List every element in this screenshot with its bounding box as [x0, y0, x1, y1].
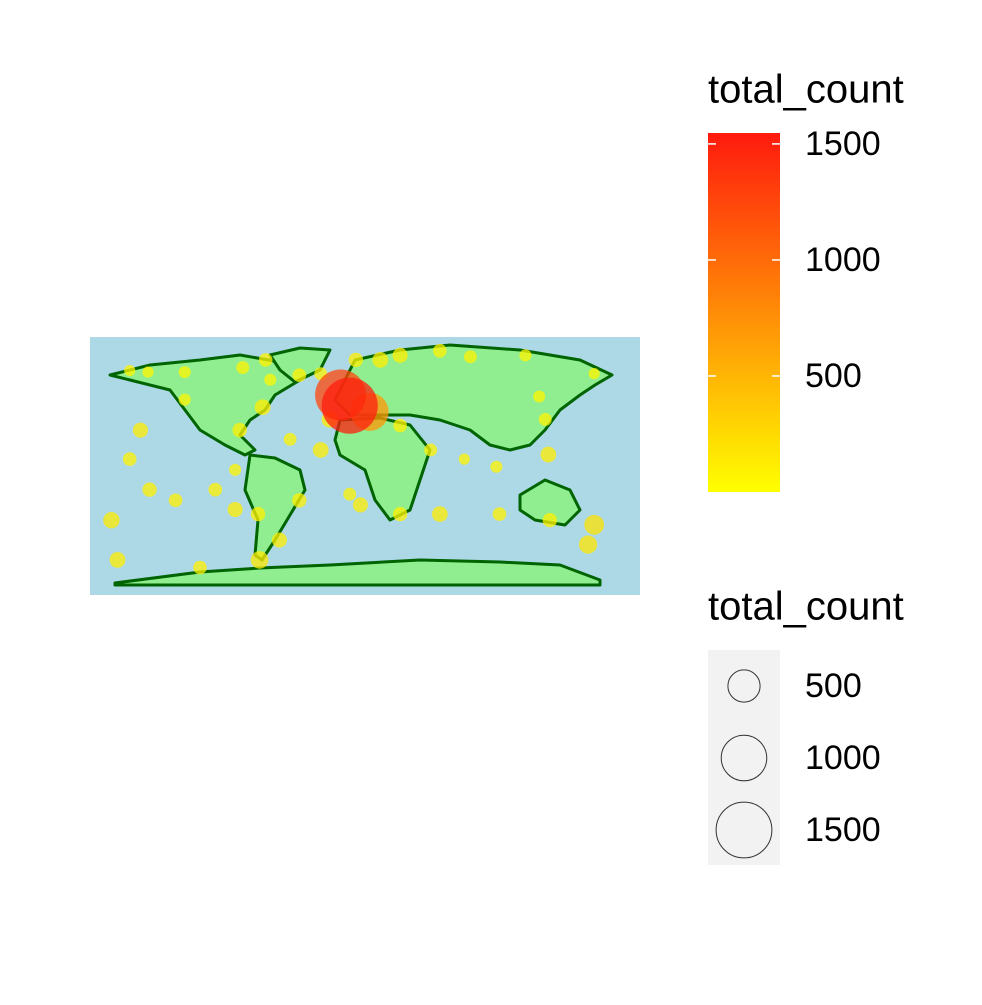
point: [103, 511, 120, 529]
point: [538, 412, 552, 426]
point: [208, 482, 223, 497]
point: [433, 343, 447, 358]
point: [142, 366, 154, 378]
point: [229, 463, 242, 476]
point: [178, 366, 191, 379]
point: [142, 482, 157, 497]
point: [250, 551, 269, 569]
point: [458, 453, 470, 465]
point: [132, 422, 148, 438]
point: [264, 373, 277, 386]
point: [254, 399, 271, 416]
points: [103, 343, 605, 575]
point: [392, 506, 408, 522]
point: [168, 493, 183, 508]
size-key: [715, 801, 773, 859]
point: [236, 361, 250, 374]
size-legend-title: total_count: [708, 585, 904, 629]
point: [250, 506, 266, 522]
size-key: [720, 734, 768, 782]
point: [232, 422, 247, 438]
point: [540, 446, 557, 463]
size-label: 1000: [805, 739, 881, 777]
point: [372, 352, 389, 368]
point: [352, 497, 368, 513]
map: [90, 337, 640, 595]
colorbar: [708, 133, 780, 492]
point: [283, 432, 297, 446]
point: [271, 532, 287, 548]
point: [392, 347, 408, 363]
point: [193, 560, 207, 575]
size-key: [727, 669, 761, 703]
point: [312, 442, 329, 458]
point: [584, 514, 605, 535]
point: [348, 352, 364, 368]
point: [292, 493, 307, 508]
point: [292, 368, 307, 382]
point: [122, 452, 137, 466]
point: [124, 365, 136, 377]
size-label: 1500: [805, 811, 881, 849]
point: [424, 443, 438, 457]
point: [588, 368, 600, 380]
point: [463, 350, 477, 364]
australia: [518, 478, 582, 527]
point: [178, 393, 191, 406]
point: [393, 418, 407, 433]
point: [431, 506, 448, 522]
point: [533, 390, 546, 403]
point: [343, 487, 357, 501]
size-label: 500: [805, 667, 862, 705]
colorbar-label: 500: [805, 357, 862, 395]
point: [321, 377, 378, 434]
colorbar-label: 1000: [805, 241, 881, 279]
point: [542, 512, 558, 528]
point: [519, 349, 532, 362]
color-legend-title: total_count: [708, 68, 904, 112]
point: [492, 507, 507, 521]
point: [258, 353, 273, 367]
antarctica: [113, 558, 602, 587]
point: [109, 552, 126, 568]
colorbar-label: 1500: [805, 125, 881, 163]
point: [578, 535, 598, 554]
point: [490, 460, 503, 473]
point: [227, 501, 243, 518]
